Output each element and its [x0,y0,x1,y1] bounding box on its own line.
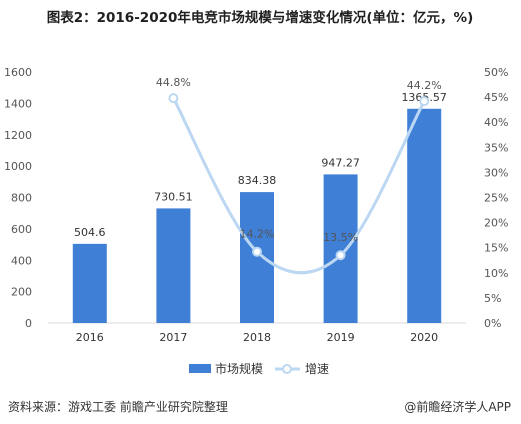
y2-tick-label: 40% [484,116,508,129]
growth-value-label: 44.8% [156,76,191,89]
bar-value-label: 834.38 [238,174,277,187]
growth-value-label: 14.2% [240,228,275,241]
bar [407,108,442,323]
legend-swatch-bar [189,364,211,373]
y2-tick-label: 45% [484,91,508,104]
y-tick-label: 1000 [4,160,32,173]
growth-point [335,250,346,261]
growth-point [419,96,430,107]
y2-tick-label: 0% [484,317,501,330]
bar [72,243,107,323]
legend-swatch-point [282,364,292,374]
chart-title: 图表2：2016-2020年电竞市场规模与增速变化情况(单位：亿元，%) [46,10,474,26]
y-tick-label: 200 [11,286,32,299]
y-tick-label: 1200 [4,129,32,142]
y-tick-label: 1400 [4,97,32,110]
x-tick-label: 2017 [159,331,187,344]
y-tick-label: 400 [11,254,32,267]
bar [156,208,191,323]
bar-value-label: 730.51 [154,190,193,203]
y-tick-label: 800 [11,192,32,205]
x-tick-label: 2016 [76,331,104,344]
growth-value-label: 13.5% [323,231,358,244]
y-tick-label: 0 [25,317,32,330]
legend-label-line: 增速 [305,362,329,376]
bar-value-label: 947.27 [321,156,360,169]
y2-tick-label: 35% [484,141,508,154]
y-tick-label: 600 [11,223,32,236]
credit-note: @前瞻经济学人APP [404,400,511,414]
y2-tick-label: 50% [484,66,508,79]
y2-tick-label: 15% [484,242,508,255]
growth-point [252,246,262,257]
x-tick-label: 2018 [243,331,271,344]
x-tick-label: 2019 [327,331,355,344]
growth-line [172,97,426,275]
legend-label-bar: 市场规模 [215,361,263,376]
y2-tick-label: 20% [484,217,508,230]
growth-point [168,93,179,104]
y2-tick-label: 30% [484,166,508,179]
bar [323,174,358,323]
source-note: 资料来源：游戏工委 前瞻产业研究院整理 [8,400,228,414]
x-tick-label: 2020 [410,331,438,344]
y2-tick-label: 5% [484,292,501,305]
y2-tick-label: 10% [484,267,508,280]
bar [240,192,274,323]
y-tick-label: 1600 [4,66,32,79]
bar-value-label: 504.6 [74,226,106,239]
growth-value-label: 44.2% [407,79,442,92]
y2-tick-label: 25% [484,192,508,205]
